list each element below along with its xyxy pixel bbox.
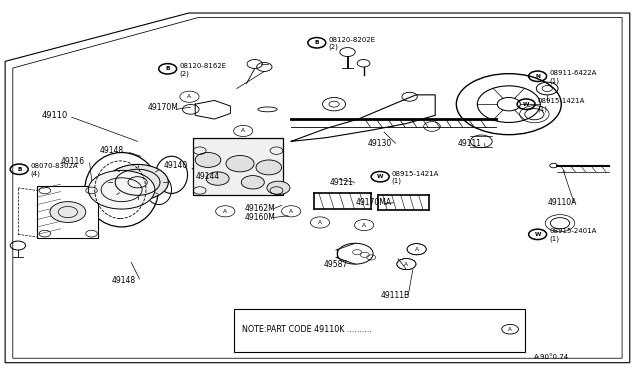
Ellipse shape [258,107,277,112]
Text: (1): (1) [392,178,402,185]
Text: 49144: 49144 [195,172,220,181]
Bar [37,186,98,238]
Text: 49111B: 49111B [381,291,410,300]
Text: 08915-1421A: 08915-1421A [538,98,585,104]
Text: 49587: 49587 [323,260,348,269]
Text: 49170MA: 49170MA [355,198,391,207]
Bar [234,309,525,352]
Text: N: N [535,74,540,79]
Text: (2): (2) [179,70,189,77]
Text: (1): (1) [549,77,559,84]
Text: 08070-8302A: 08070-8302A [31,163,78,169]
Circle shape [226,155,254,172]
Circle shape [267,181,290,195]
Circle shape [50,202,86,222]
Text: 49148: 49148 [112,276,136,285]
Text: B: B [166,66,170,71]
Ellipse shape [84,153,159,227]
Text: 49170M: 49170M [147,103,178,112]
Bar [193,138,283,195]
Circle shape [337,243,373,264]
Text: W: W [377,174,383,179]
Text: 49121: 49121 [330,178,354,187]
Text: (1): (1) [538,105,548,112]
Text: 49162M: 49162M [245,204,276,213]
Text: A: A [362,222,366,228]
Text: 08915-2401A: 08915-2401A [549,228,596,234]
Text: 08120-8202E: 08120-8202E [328,37,375,43]
Text: (1): (1) [549,235,559,242]
Text: 08911-6422A: 08911-6422A [549,70,596,76]
Text: W: W [523,102,529,107]
Text: A: A [223,209,227,214]
Circle shape [195,153,221,167]
Text: (2): (2) [328,44,338,51]
Circle shape [256,160,282,175]
Ellipse shape [156,156,188,193]
Text: NOTE:PART CODE 49110K ..........: NOTE:PART CODE 49110K .......... [242,325,372,334]
Text: 49140: 49140 [163,161,188,170]
Text: 49116: 49116 [61,157,85,166]
Text: 49111: 49111 [458,139,481,148]
Text: 08120-8162E: 08120-8162E [179,63,227,69]
Text: 08915-1421A: 08915-1421A [392,171,439,177]
Text: 49110A: 49110A [547,198,577,207]
Text: A·90°0.74: A·90°0.74 [534,354,570,360]
Text: W: W [534,232,541,237]
Text: A: A [318,220,322,225]
Circle shape [88,170,155,209]
Text: A: A [404,262,408,267]
Text: 49148: 49148 [99,146,124,155]
Text: B: B [17,167,21,172]
Circle shape [107,164,168,200]
Text: (4): (4) [31,170,40,177]
Circle shape [206,172,229,185]
Circle shape [241,176,264,189]
Text: A: A [241,128,245,134]
Text: A: A [188,94,191,99]
Text: 49130: 49130 [368,139,392,148]
Text: A: A [508,327,512,332]
Text: A: A [289,209,293,214]
Text: 49160M: 49160M [245,213,276,222]
Text: 49110: 49110 [42,111,68,120]
Text: B: B [315,40,319,45]
Text: A: A [415,247,419,252]
